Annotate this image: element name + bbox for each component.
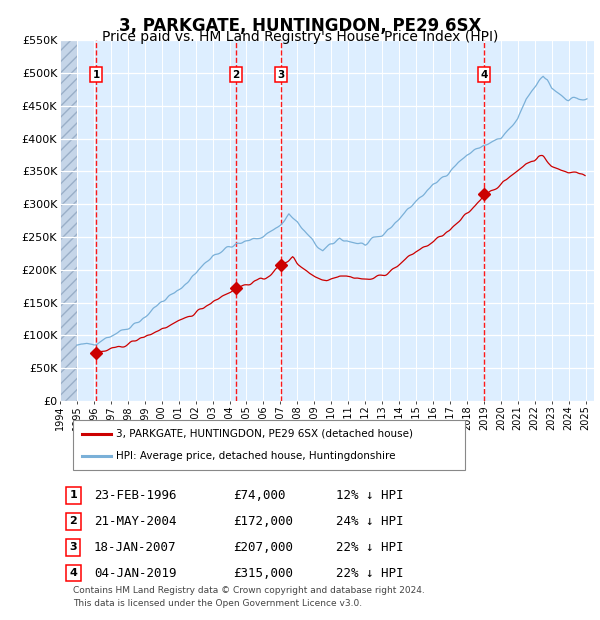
Text: Price paid vs. HM Land Registry's House Price Index (HPI): Price paid vs. HM Land Registry's House … [102,30,498,44]
Text: 22% ↓ HPI: 22% ↓ HPI [336,541,403,554]
Text: 18-JAN-2007: 18-JAN-2007 [94,541,176,554]
Text: £74,000: £74,000 [233,489,286,502]
Text: 3, PARKGATE, HUNTINGDON, PE29 6SX: 3, PARKGATE, HUNTINGDON, PE29 6SX [119,17,481,35]
Text: £315,000: £315,000 [233,567,293,580]
Text: HPI: Average price, detached house, Huntingdonshire: HPI: Average price, detached house, Hunt… [116,451,395,461]
Text: 4: 4 [480,69,488,79]
Text: £172,000: £172,000 [233,515,293,528]
Text: 3: 3 [278,69,285,79]
Text: 1: 1 [70,490,77,500]
Text: 23-FEB-1996: 23-FEB-1996 [94,489,176,502]
Text: 4: 4 [70,568,77,578]
Text: 1: 1 [92,69,100,79]
Text: 2: 2 [70,516,77,526]
Text: 3: 3 [70,542,77,552]
Text: 12% ↓ HPI: 12% ↓ HPI [336,489,403,502]
Text: Contains HM Land Registry data © Crown copyright and database right 2024.
This d: Contains HM Land Registry data © Crown c… [73,587,425,608]
Text: £207,000: £207,000 [233,541,293,554]
Text: 24% ↓ HPI: 24% ↓ HPI [336,515,403,528]
Text: 2: 2 [233,69,240,79]
Text: 04-JAN-2019: 04-JAN-2019 [94,567,176,580]
Text: 21-MAY-2004: 21-MAY-2004 [94,515,176,528]
Text: 22% ↓ HPI: 22% ↓ HPI [336,567,403,580]
FancyBboxPatch shape [73,420,465,471]
Text: 3, PARKGATE, HUNTINGDON, PE29 6SX (detached house): 3, PARKGATE, HUNTINGDON, PE29 6SX (detac… [116,429,413,439]
